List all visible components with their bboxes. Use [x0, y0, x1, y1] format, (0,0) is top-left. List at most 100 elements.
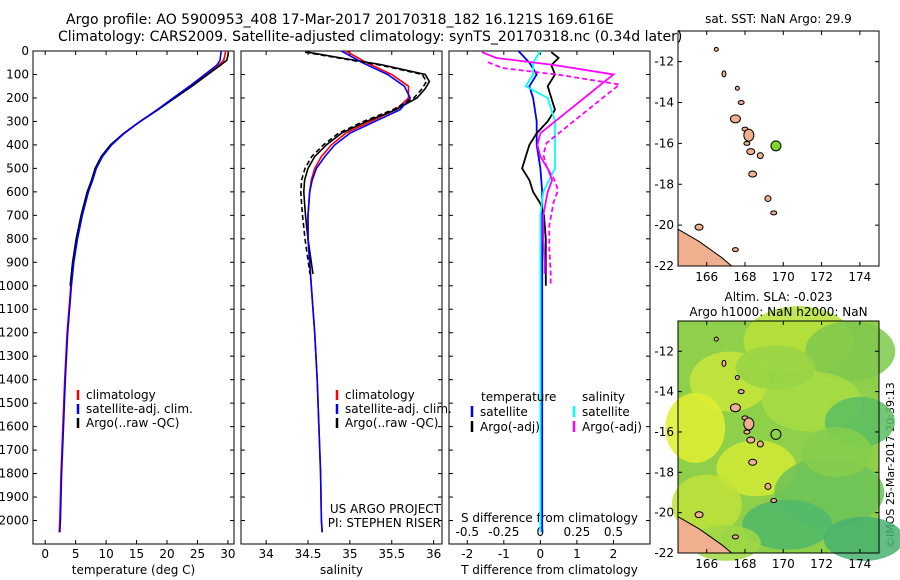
salinity-series-1 — [307, 50, 412, 533]
temperature-series-2 — [69, 52, 230, 286]
island-land — [764, 482, 772, 490]
island-land — [746, 436, 756, 444]
salinity-x-tick-label: 36 — [426, 547, 441, 561]
depth-tick-label: 1900 — [0, 490, 29, 504]
depth-tick-label: 1200 — [0, 326, 29, 340]
temperature-series-0 — [58, 50, 227, 533]
argo-position-marker — [770, 140, 782, 152]
sla-field-patch — [801, 427, 872, 478]
temperature-legend-label: satellite-adj. clim. — [86, 402, 193, 416]
depth-tick-label: 1500 — [0, 396, 29, 410]
island-land — [756, 440, 764, 448]
depth-tick-label: 1100 — [0, 302, 29, 316]
salinity-panel-frame — [240, 50, 443, 545]
map-lat-tick-label: -18 — [654, 177, 674, 191]
island-land — [729, 403, 741, 413]
island-land — [721, 70, 727, 78]
map-lat-tick-label: -20 — [654, 218, 674, 232]
island-land — [721, 359, 727, 367]
sdiff-tick-label: -0.25 — [488, 525, 519, 539]
sdiff-tick-label: 0.25 — [564, 525, 591, 539]
salinity-legend-label: Argo(..raw -QC) — [345, 416, 438, 430]
depth-tick-label: 900 — [6, 255, 29, 269]
difference-series-3 — [481, 51, 616, 274]
tdiff-x-tick-label: -2 — [461, 547, 473, 561]
map-lat-tick-label: -16 — [654, 425, 674, 439]
depth-tick-label: 400 — [6, 138, 29, 152]
temperature-x-tick-label: 5 — [72, 547, 80, 561]
island-land — [770, 498, 778, 504]
salinity-x-tick-label: 34 — [258, 547, 273, 561]
sla-field-patch — [716, 440, 797, 497]
temperature-x-tick-label: 25 — [190, 547, 205, 561]
map-lon-tick-label: 168 — [734, 557, 757, 571]
sla-field-patch — [665, 392, 726, 463]
sst-map-title: sat. SST: NaN Argo: 29.9 — [705, 12, 852, 26]
sdiff-axis-label: S difference from climatology — [461, 511, 638, 525]
temperature-legend-label: climatology — [86, 388, 156, 402]
island-land — [770, 210, 778, 216]
diff-legend-label: Argo(-adj) — [582, 420, 642, 434]
new-caledonia-land — [677, 515, 733, 554]
diff-legend-header-salinity: salinity — [582, 390, 625, 404]
sla-field-patch — [823, 516, 900, 561]
island-land — [743, 429, 751, 435]
difference-panel-frame — [448, 50, 651, 545]
map-lat-tick-label: -12 — [654, 344, 674, 358]
island-land — [743, 128, 755, 142]
island-land — [743, 417, 755, 431]
sst-map-frame — [677, 30, 880, 267]
salinity-legend-label: satellite-adj. clim. — [345, 402, 452, 416]
new-caledonia-land — [677, 228, 733, 267]
temperature-legend-label: Argo(..raw -QC) — [86, 416, 179, 430]
diff-legend-label: Argo(-adj) — [480, 420, 540, 434]
island-land — [746, 148, 756, 156]
map-lat-tick-label: -22 — [654, 546, 674, 560]
salinity-x-tick-label: 35 — [342, 547, 357, 561]
map-lat-tick-label: -16 — [654, 136, 674, 150]
depth-tick-label: 1800 — [0, 467, 29, 481]
island-land — [737, 100, 745, 106]
sdiff-tick-label: 0.5 — [604, 525, 623, 539]
depth-tick-label: 100 — [6, 67, 29, 81]
salinity-series-2 — [302, 51, 431, 275]
salinity-legend-label: climatology — [345, 388, 415, 402]
salinity-axis-label: salinity — [320, 563, 363, 577]
depth-tick-label: 200 — [6, 91, 29, 105]
island-land — [756, 152, 764, 160]
depth-tick-label: 1400 — [0, 373, 29, 387]
map-lon-tick-label: 170 — [772, 270, 795, 284]
tdiff-axis-label: T difference from climatology — [460, 563, 638, 577]
temperature-axis-label: temperature (deg C) — [72, 563, 195, 577]
temperature-x-tick-label: 15 — [129, 547, 144, 561]
map-lat-tick-label: -20 — [654, 506, 674, 520]
island-land — [734, 374, 740, 380]
island-land — [713, 46, 719, 52]
map-lon-tick-label: 166 — [695, 557, 718, 571]
depth-tick-label: 800 — [6, 232, 29, 246]
temperature-series-1 — [59, 50, 222, 533]
island-land — [734, 85, 740, 91]
sla-field-patch — [735, 345, 816, 390]
map-lon-tick-label: 174 — [848, 557, 871, 571]
map-lon-tick-label: 172 — [810, 270, 833, 284]
diff-legend-label: satellite — [582, 405, 630, 419]
sla-field-patch — [742, 499, 833, 550]
tdiff-x-tick-label: 2 — [610, 547, 618, 561]
sla-field-patch — [671, 474, 742, 535]
depth-tick-label: 0 — [21, 44, 29, 58]
sla-map-frame — [677, 320, 880, 554]
salinity-x-tick-label: 35.5 — [378, 547, 405, 561]
depth-tick-label: 600 — [6, 185, 29, 199]
map-lon-tick-label: 168 — [734, 270, 757, 284]
island-land — [694, 223, 704, 231]
island-land — [748, 170, 758, 178]
island-land — [694, 511, 704, 519]
salinity-x-tick-label: 34.5 — [295, 547, 322, 561]
depth-tick-label: 2000 — [0, 514, 29, 528]
map-lon-tick-label: 166 — [695, 270, 718, 284]
temperature-x-tick-label: 30 — [220, 547, 235, 561]
argo-position-marker — [770, 428, 782, 440]
figure-title-line-1: Argo profile: AO 5900953_408 17-Mar-2017… — [66, 12, 614, 28]
temperature-panel-frame — [32, 50, 235, 545]
